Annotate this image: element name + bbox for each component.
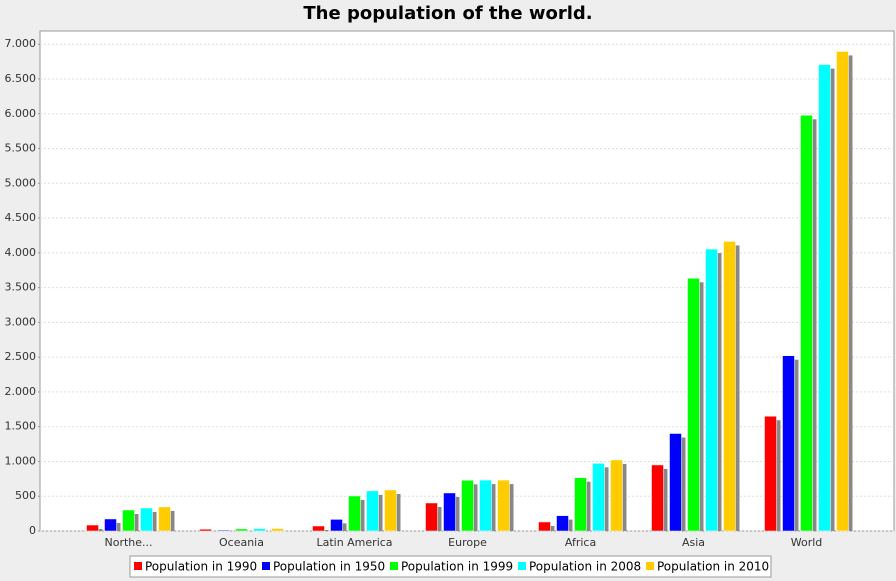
bar	[425, 502, 438, 532]
chart-title: The population of the world.	[303, 3, 592, 24]
bar	[651, 464, 664, 532]
plot-area	[39, 30, 895, 532]
legend	[129, 555, 772, 578]
bar	[122, 509, 135, 532]
x-tick-label: Europe	[448, 536, 487, 549]
legend-swatch	[262, 562, 270, 570]
bar	[253, 528, 266, 532]
x-tick-label: Oceania	[219, 536, 264, 549]
bar	[104, 518, 117, 532]
legend-swatch	[518, 562, 526, 570]
y-tick-label: 1.500	[5, 420, 37, 433]
bar	[836, 51, 849, 532]
y-tick-label: 3.000	[5, 315, 37, 328]
y-tick-label: 7.000	[5, 37, 37, 50]
bar	[497, 479, 510, 532]
bar	[199, 528, 212, 532]
y-tick-label: 6.500	[5, 72, 37, 85]
bar	[764, 416, 777, 532]
bar	[461, 480, 474, 532]
y-tick-label: 5.000	[5, 176, 37, 189]
bar	[158, 506, 171, 532]
bar	[705, 248, 718, 532]
x-tick-label: Northe...	[104, 536, 152, 549]
bar	[235, 528, 248, 532]
legend-label: Population in 1990	[145, 560, 257, 574]
bar	[592, 463, 605, 532]
y-tick-label: 3.500	[5, 281, 37, 294]
bar	[366, 490, 379, 532]
bar	[479, 479, 492, 532]
x-tick-label: World	[791, 536, 823, 549]
y-tick-label: 2.500	[5, 350, 37, 363]
bar	[86, 524, 99, 532]
bar	[556, 515, 569, 532]
bar	[348, 495, 361, 532]
y-tick-label: 4.500	[5, 211, 37, 224]
legend-swatch	[134, 562, 142, 570]
bar	[800, 115, 813, 532]
bar	[271, 528, 284, 532]
legend-label: Population in 2010	[657, 560, 769, 574]
bar	[330, 519, 343, 532]
y-tick-label: 4.000	[5, 246, 37, 259]
legend-swatch	[646, 562, 654, 570]
y-tick-label: 0	[29, 524, 36, 537]
legend-label: Population in 2008	[529, 560, 641, 574]
bar	[384, 489, 397, 532]
bar	[610, 459, 623, 532]
y-tick-label: 2.000	[5, 385, 37, 398]
x-tick-label: Asia	[682, 536, 705, 549]
y-tick-label: 6.000	[5, 107, 37, 120]
y-tick-label: 1.000	[5, 454, 37, 467]
bar	[574, 477, 587, 532]
legend-label: Population in 1950	[273, 560, 385, 574]
y-tick-label: 5.500	[5, 142, 37, 155]
y-tick-label: 500	[15, 489, 36, 502]
bar	[312, 525, 325, 532]
x-tick-label: Latin America	[316, 536, 392, 549]
legend-label: Population in 1999	[401, 560, 513, 574]
x-tick-label: Africa	[565, 536, 596, 549]
bar	[723, 241, 736, 532]
bar	[443, 492, 456, 532]
bar	[140, 507, 153, 532]
legend-swatch	[390, 562, 398, 570]
bar	[782, 355, 795, 532]
bar	[217, 529, 230, 532]
bar	[538, 521, 551, 532]
bar	[669, 433, 682, 532]
bar	[687, 278, 700, 532]
bar	[818, 64, 831, 532]
